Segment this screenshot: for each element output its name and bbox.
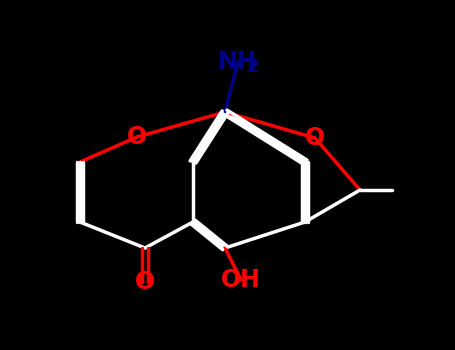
Text: O: O <box>127 125 147 149</box>
Text: 2: 2 <box>247 58 259 76</box>
Text: OH: OH <box>221 268 261 292</box>
Text: O: O <box>135 270 155 294</box>
Text: O: O <box>305 126 325 150</box>
Text: NH: NH <box>218 50 258 74</box>
